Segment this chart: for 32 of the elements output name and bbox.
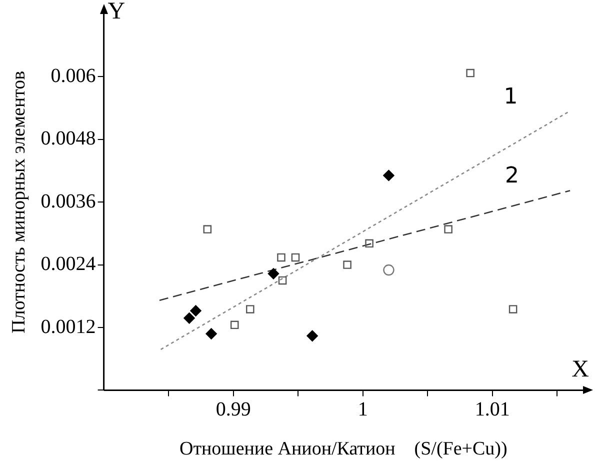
point — [466, 68, 474, 78]
point — [206, 328, 217, 340]
point — [306, 330, 318, 342]
annotation: X — [572, 356, 589, 382]
annotation: 2 — [505, 163, 520, 188]
x-tick-label: 0.99 — [216, 398, 251, 420]
point — [444, 225, 452, 234]
x-tick-label: 1.01 — [474, 398, 510, 420]
y-tick-label: 0.0048 — [40, 128, 96, 150]
point — [190, 305, 202, 316]
y-axis-title: Плотность минорных элементов — [8, 70, 30, 334]
point — [203, 225, 212, 234]
point — [230, 320, 239, 330]
y-tick-label: 0.0012 — [40, 316, 96, 338]
annotation: 1 — [504, 84, 518, 110]
annotation: Y — [108, 0, 126, 24]
point — [278, 276, 287, 285]
point — [268, 268, 280, 280]
point — [291, 253, 300, 262]
point — [365, 239, 374, 248]
point — [246, 305, 254, 314]
point — [343, 260, 352, 269]
x-axis-title: Отношение Анион/Катион (S/(Fe+Cu)) — [179, 438, 508, 460]
y-tick-label: 0.0024 — [40, 253, 96, 276]
point — [277, 253, 286, 262]
point — [383, 264, 394, 276]
x-tick-label: 1 — [358, 398, 368, 420]
y-tick-label: 0.0036 — [40, 190, 96, 212]
point — [383, 170, 394, 182]
y-tick-label: 0.006 — [50, 64, 96, 87]
point — [184, 312, 195, 324]
point — [508, 305, 518, 314]
